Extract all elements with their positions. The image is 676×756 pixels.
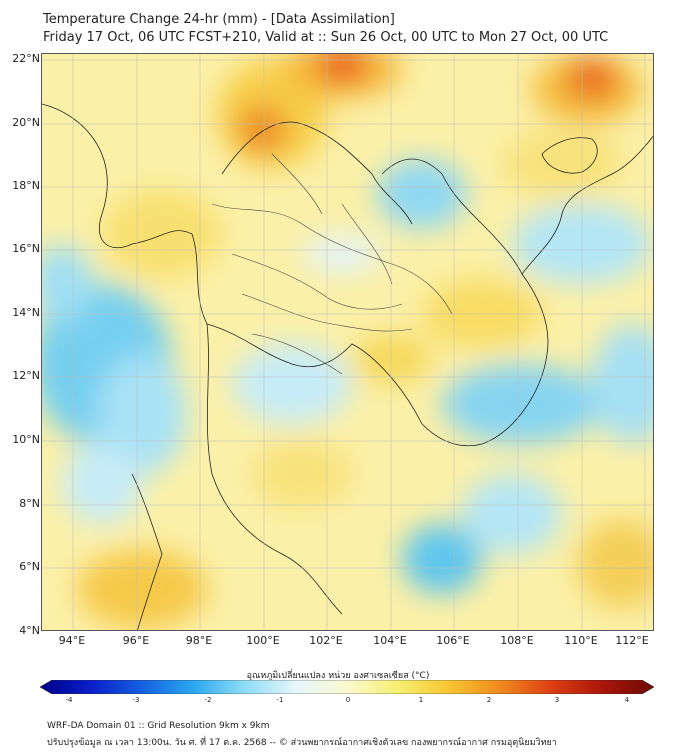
temperature-change-map — [41, 53, 654, 631]
lon-label: 100°E — [246, 634, 280, 647]
colorbar-tick: 1 — [418, 696, 424, 704]
lat-label: 8°N — [19, 497, 40, 510]
lat-label: 18°N — [12, 179, 40, 192]
lat-label: 10°N — [12, 433, 40, 446]
coastlines — [42, 103, 653, 630]
colorbar-tick: -4 — [65, 696, 73, 704]
lat-label: 16°N — [12, 242, 40, 255]
colorbar-tick: -2 — [204, 696, 212, 704]
cool-region-south-china-sea — [442, 364, 602, 444]
lat-label: 22°N — [12, 52, 40, 65]
lat-label: 20°N — [12, 116, 40, 129]
lat-label: 6°N — [19, 560, 40, 573]
lon-label: 110°E — [564, 634, 598, 647]
lat-label: 12°N — [12, 369, 40, 382]
province-borders — [211, 153, 453, 375]
footer-model-info: WRF-DA Domain 01 :: Grid Resolution 9km … — [47, 721, 270, 731]
colorbar-tick: 2 — [486, 696, 492, 704]
colorbar-tick: 4 — [624, 696, 630, 704]
map-title: Temperature Change 24-hr (mm) - [Data As… — [43, 12, 395, 27]
colorbar-tick: 3 — [554, 696, 560, 704]
lon-label: 102°E — [309, 634, 343, 647]
lon-label: 96°E — [122, 634, 150, 647]
cool-region-laos — [377, 159, 467, 229]
lon-label: 108°E — [500, 634, 534, 647]
lon-label: 104°E — [373, 634, 407, 647]
lat-label: 14°N — [12, 306, 40, 319]
lon-label: 106°E — [436, 634, 470, 647]
lat-label: 4°N — [19, 624, 40, 637]
lon-label: 98°E — [185, 634, 213, 647]
lon-label: 94°E — [58, 634, 86, 647]
colorbar — [40, 680, 654, 694]
colorbar-title: อุณหภูมิเปลี่ยนแปลง หน่วย องศาเซลเซียส (… — [246, 671, 430, 681]
warm-spot-south-china — [567, 59, 617, 99]
colorbar-tick: -3 — [132, 696, 140, 704]
colorbar-tick: 0 — [345, 696, 351, 704]
colorbar-tick: -1 — [276, 696, 284, 704]
warm-spot-north-thailand — [237, 104, 287, 154]
lon-label: 112°E — [615, 634, 649, 647]
temperature-field — [42, 54, 653, 630]
footer-credit: ปรับปรุงข้อมูล ณ เวลา 13:00น. วัน ศ. ที่… — [47, 738, 557, 748]
graticule — [42, 54, 653, 630]
map-subtitle: Friday 17 Oct, 06 UTC FCST+210, Valid at… — [43, 30, 609, 45]
